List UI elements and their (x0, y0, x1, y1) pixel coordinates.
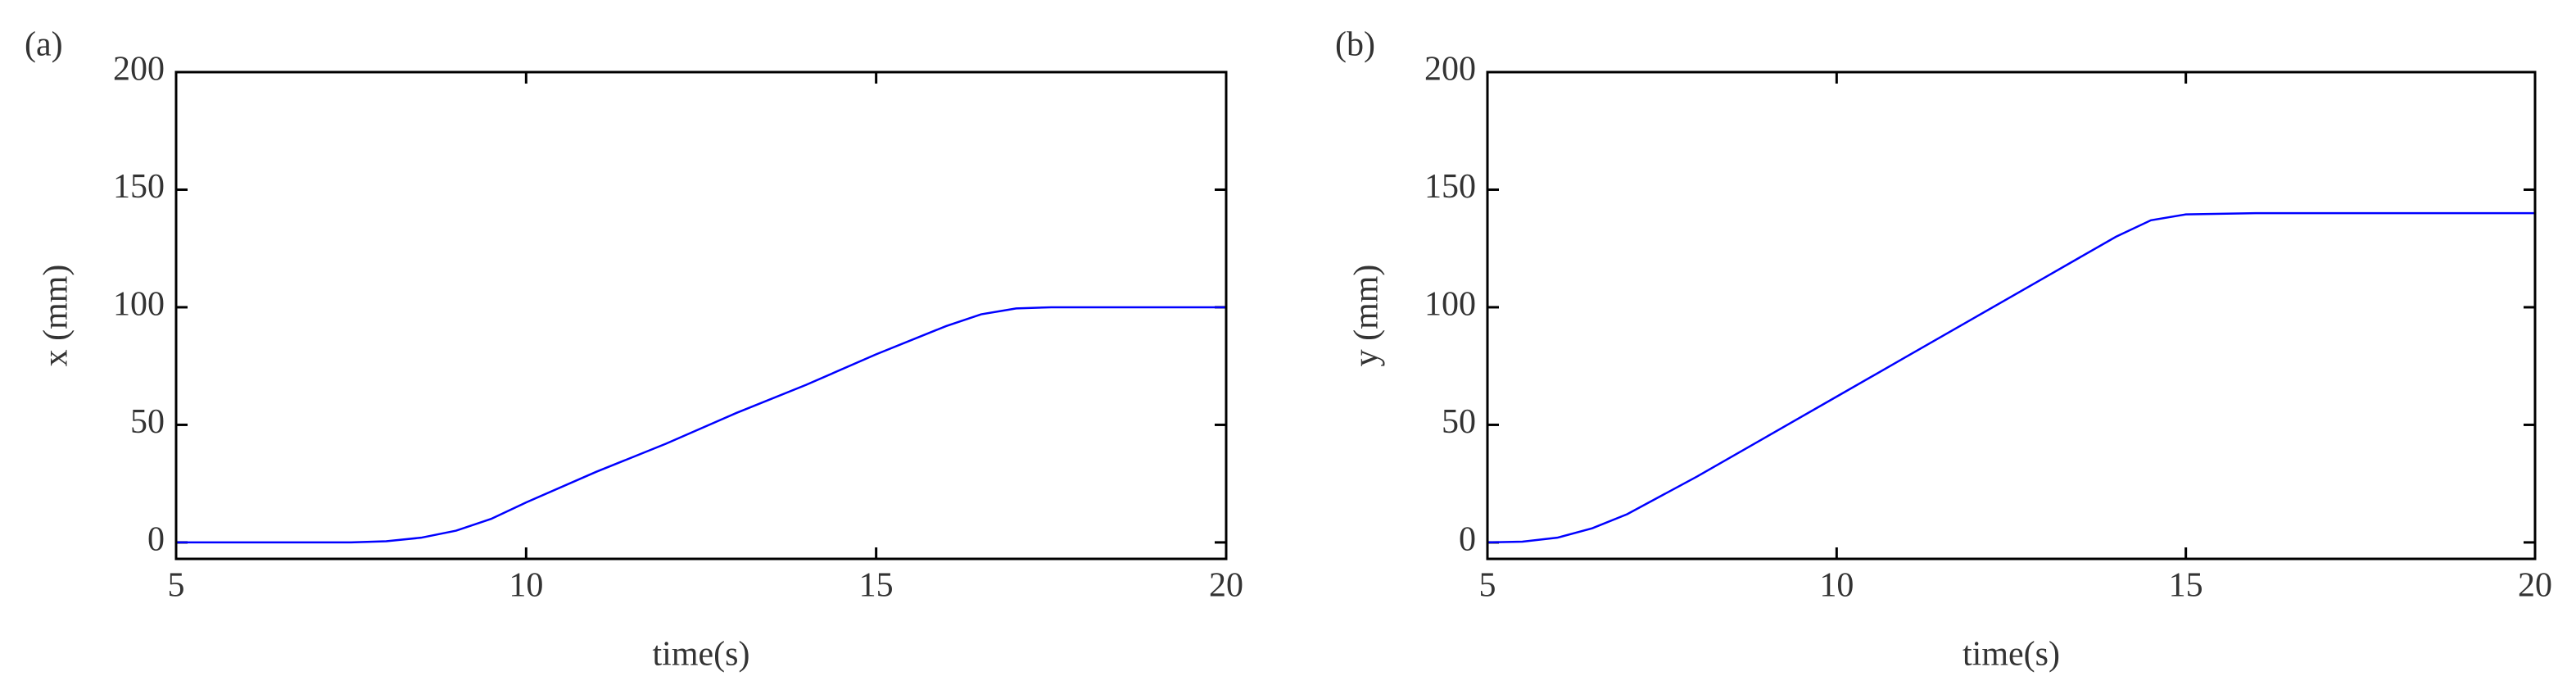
data-line (176, 306, 1226, 544)
y-axis-label: x (mm) (38, 265, 75, 367)
plot-frame (1486, 70, 2537, 561)
x-tick-label: 15 (2169, 567, 2203, 605)
y-tick-label: 150 (113, 168, 165, 206)
y-tick-label: 150 (1424, 168, 1476, 206)
x-tick-label: 20 (1209, 567, 1243, 605)
panel-label: (a) (25, 26, 63, 64)
x-tick-label: 10 (509, 567, 543, 605)
plot-frame (174, 70, 1228, 561)
data-line (1487, 211, 2535, 544)
x-axis-label: time(s) (653, 636, 750, 674)
y-tick-label: 50 (130, 403, 165, 441)
panel-label: (b) (1335, 26, 1375, 64)
y-axis-label: y (mm) (1348, 265, 1386, 367)
x-axis-label: time(s) (1963, 636, 2060, 674)
x-tick-label: 15 (859, 567, 894, 605)
y-tick-label: 0 (147, 521, 165, 559)
y-tick-label: 50 (1442, 403, 1476, 441)
x-tick-label: 5 (168, 567, 185, 605)
x-tick-label: 10 (1819, 567, 1854, 605)
y-tick-label: 100 (113, 286, 165, 324)
x-tick-label: 5 (1479, 567, 1496, 605)
y-tick-label: 0 (1459, 521, 1476, 559)
y-tick-label: 200 (113, 51, 165, 89)
y-tick-label: 200 (1424, 51, 1476, 89)
x-tick-label: 20 (2518, 567, 2552, 605)
y-tick-label: 100 (1424, 286, 1476, 324)
